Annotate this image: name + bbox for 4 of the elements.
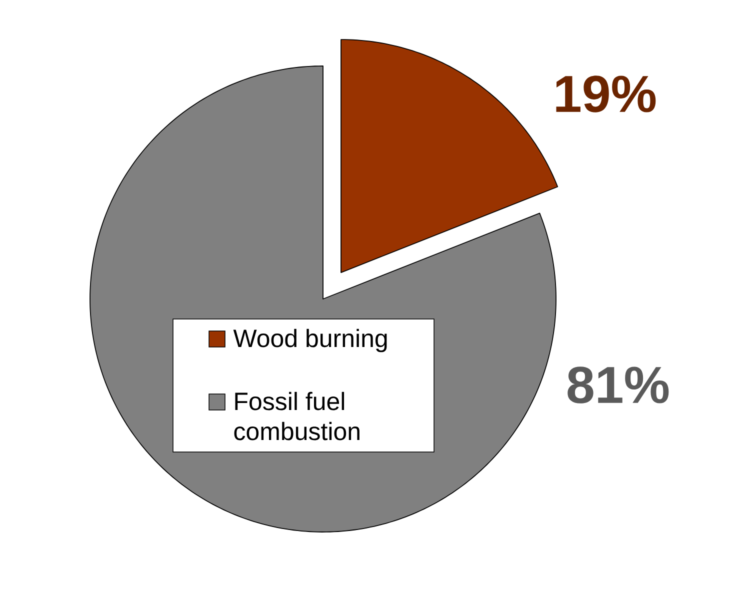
data-label: 19% — [556, 76, 656, 112]
legend-label: Fossil fuel combustion — [234, 392, 360, 440]
legend-label: Wood burning — [233, 328, 387, 352]
data-label: 81% — [568, 366, 669, 404]
